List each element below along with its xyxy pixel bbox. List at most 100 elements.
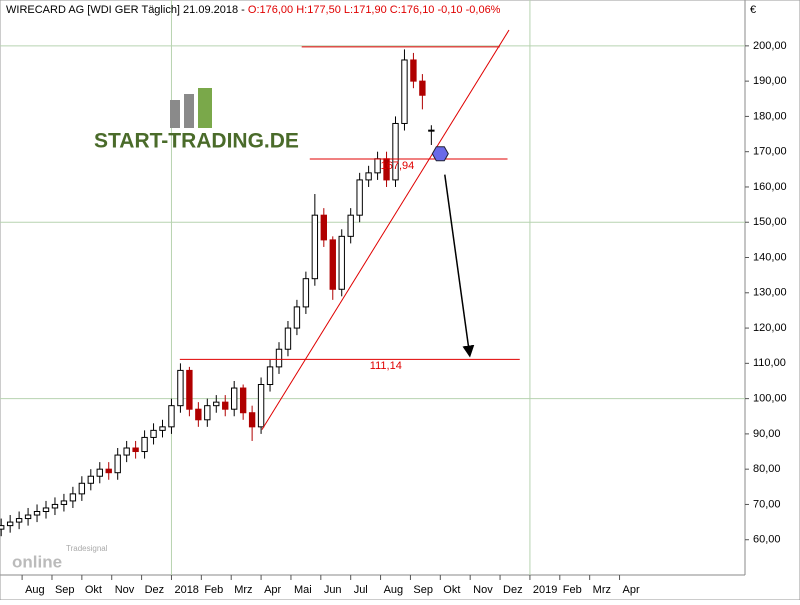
candle-body xyxy=(60,500,68,505)
x-tick-label: Jul xyxy=(354,584,368,596)
logo-bar xyxy=(170,100,180,128)
y-tick-label: 80,00 xyxy=(753,463,781,475)
candle-body xyxy=(239,387,247,414)
header-title-text: WIRECARD AG [WDI GER Täglich] 21.09.2018… xyxy=(6,4,245,16)
candle-body xyxy=(248,412,256,428)
y-tick-label: 110,00 xyxy=(753,357,786,369)
candle-body xyxy=(96,468,103,477)
candle-body xyxy=(159,426,166,431)
candle-body xyxy=(213,401,220,407)
x-tick-label: Dez xyxy=(503,584,523,596)
candle-body xyxy=(204,405,211,421)
candle-body xyxy=(293,306,301,329)
candle-body xyxy=(266,366,274,386)
logo-online: online xyxy=(12,552,62,571)
candle-body xyxy=(302,278,310,308)
x-tick-label: 2018 xyxy=(174,584,198,596)
candle-body xyxy=(329,239,336,290)
candle-body xyxy=(195,408,202,421)
x-tick-label: Dez xyxy=(145,584,165,596)
candle-body xyxy=(33,511,41,516)
y-tick-label: 140,00 xyxy=(753,251,787,263)
candle-body xyxy=(347,214,354,237)
logo: START-TRADING.DE Tradesignal online xyxy=(12,88,299,571)
candle-body xyxy=(132,447,139,453)
candle-body xyxy=(257,384,265,428)
candle-body xyxy=(231,387,238,410)
candle-body xyxy=(42,507,50,513)
y-tick-label: 70,00 xyxy=(753,498,781,510)
logo-brand: Tradesignal xyxy=(66,544,108,553)
candle-body xyxy=(177,369,184,407)
y-tick-label: 150,00 xyxy=(753,216,787,228)
y-tick-label: 100,00 xyxy=(753,393,787,405)
y-tick-label: 190,00 xyxy=(753,75,787,87)
candle-body xyxy=(141,436,148,453)
y-tick-label: 60,00 xyxy=(753,534,781,546)
x-tick-label: Sep xyxy=(413,584,433,596)
candle-body xyxy=(320,214,327,241)
header-title: WIRECARD AG [WDI GER Täglich] 21.09.2018… xyxy=(6,4,501,16)
x-tick-label: Feb xyxy=(204,584,223,596)
x-tick-label: Sep xyxy=(55,584,75,596)
candle-body xyxy=(0,525,5,530)
candle-body xyxy=(69,493,77,502)
level-label: 111,14 xyxy=(370,360,402,372)
x-tick-label: Aug xyxy=(384,584,404,596)
y-tick-label: 180,00 xyxy=(753,110,787,122)
x-tick-label: Apr xyxy=(623,584,640,596)
candle-body xyxy=(401,59,408,124)
candle-body xyxy=(186,369,193,410)
logo-bar xyxy=(198,88,212,128)
candle-body xyxy=(356,179,363,216)
candle-body xyxy=(311,214,319,280)
candle-body xyxy=(374,158,381,174)
signal-marker xyxy=(431,146,449,162)
y-tick-label: 200,00 xyxy=(753,40,787,52)
x-tick-label: Feb xyxy=(563,584,582,596)
x-tick-label: Mrz xyxy=(234,584,252,596)
y-tick-label: 130,00 xyxy=(753,287,787,299)
candle-body xyxy=(78,482,86,495)
x-tick-label: Aug xyxy=(25,584,45,596)
x-tick-label: Okt xyxy=(85,584,102,596)
header-quote: O:176,00 H:177,50 L:171,90 C:176,10 -0,1… xyxy=(248,4,501,16)
candle-body xyxy=(114,454,121,474)
candle-body xyxy=(87,475,94,484)
candle-body xyxy=(275,348,283,368)
candle-body xyxy=(338,235,345,290)
x-tick-label: Jun xyxy=(324,584,342,596)
x-tick-label: Apr xyxy=(264,584,281,596)
candle-body xyxy=(392,122,399,181)
candle-body xyxy=(15,518,23,523)
logo-bar xyxy=(184,94,194,128)
candle-body xyxy=(24,514,32,520)
candle-body xyxy=(105,468,112,474)
trend-line xyxy=(261,29,510,430)
candle-body xyxy=(6,521,14,527)
candle-body xyxy=(419,80,426,96)
x-tick-label: Okt xyxy=(443,584,460,596)
candle-body xyxy=(123,447,130,456)
candle-body xyxy=(222,401,229,410)
x-tick-label: 2019 xyxy=(533,584,557,596)
y-tick-label: 170,00 xyxy=(753,146,787,158)
candle-body xyxy=(365,172,372,181)
level-label: 167,94 xyxy=(381,160,415,172)
candle-body xyxy=(284,327,292,350)
x-tick-label: Mrz xyxy=(593,584,611,596)
x-tick-label: Nov xyxy=(473,584,493,596)
y-tick-label: 90,00 xyxy=(753,428,781,440)
y-tick-label: 120,00 xyxy=(753,322,787,334)
candle-body xyxy=(168,405,175,428)
x-tick-label: Nov xyxy=(115,584,135,596)
candle-body xyxy=(410,59,417,82)
logo-text: START-TRADING.DE xyxy=(94,130,299,153)
candle-body xyxy=(51,503,59,509)
candle-body xyxy=(428,129,435,132)
forecast-arrow xyxy=(444,174,475,358)
currency: € xyxy=(750,4,756,16)
